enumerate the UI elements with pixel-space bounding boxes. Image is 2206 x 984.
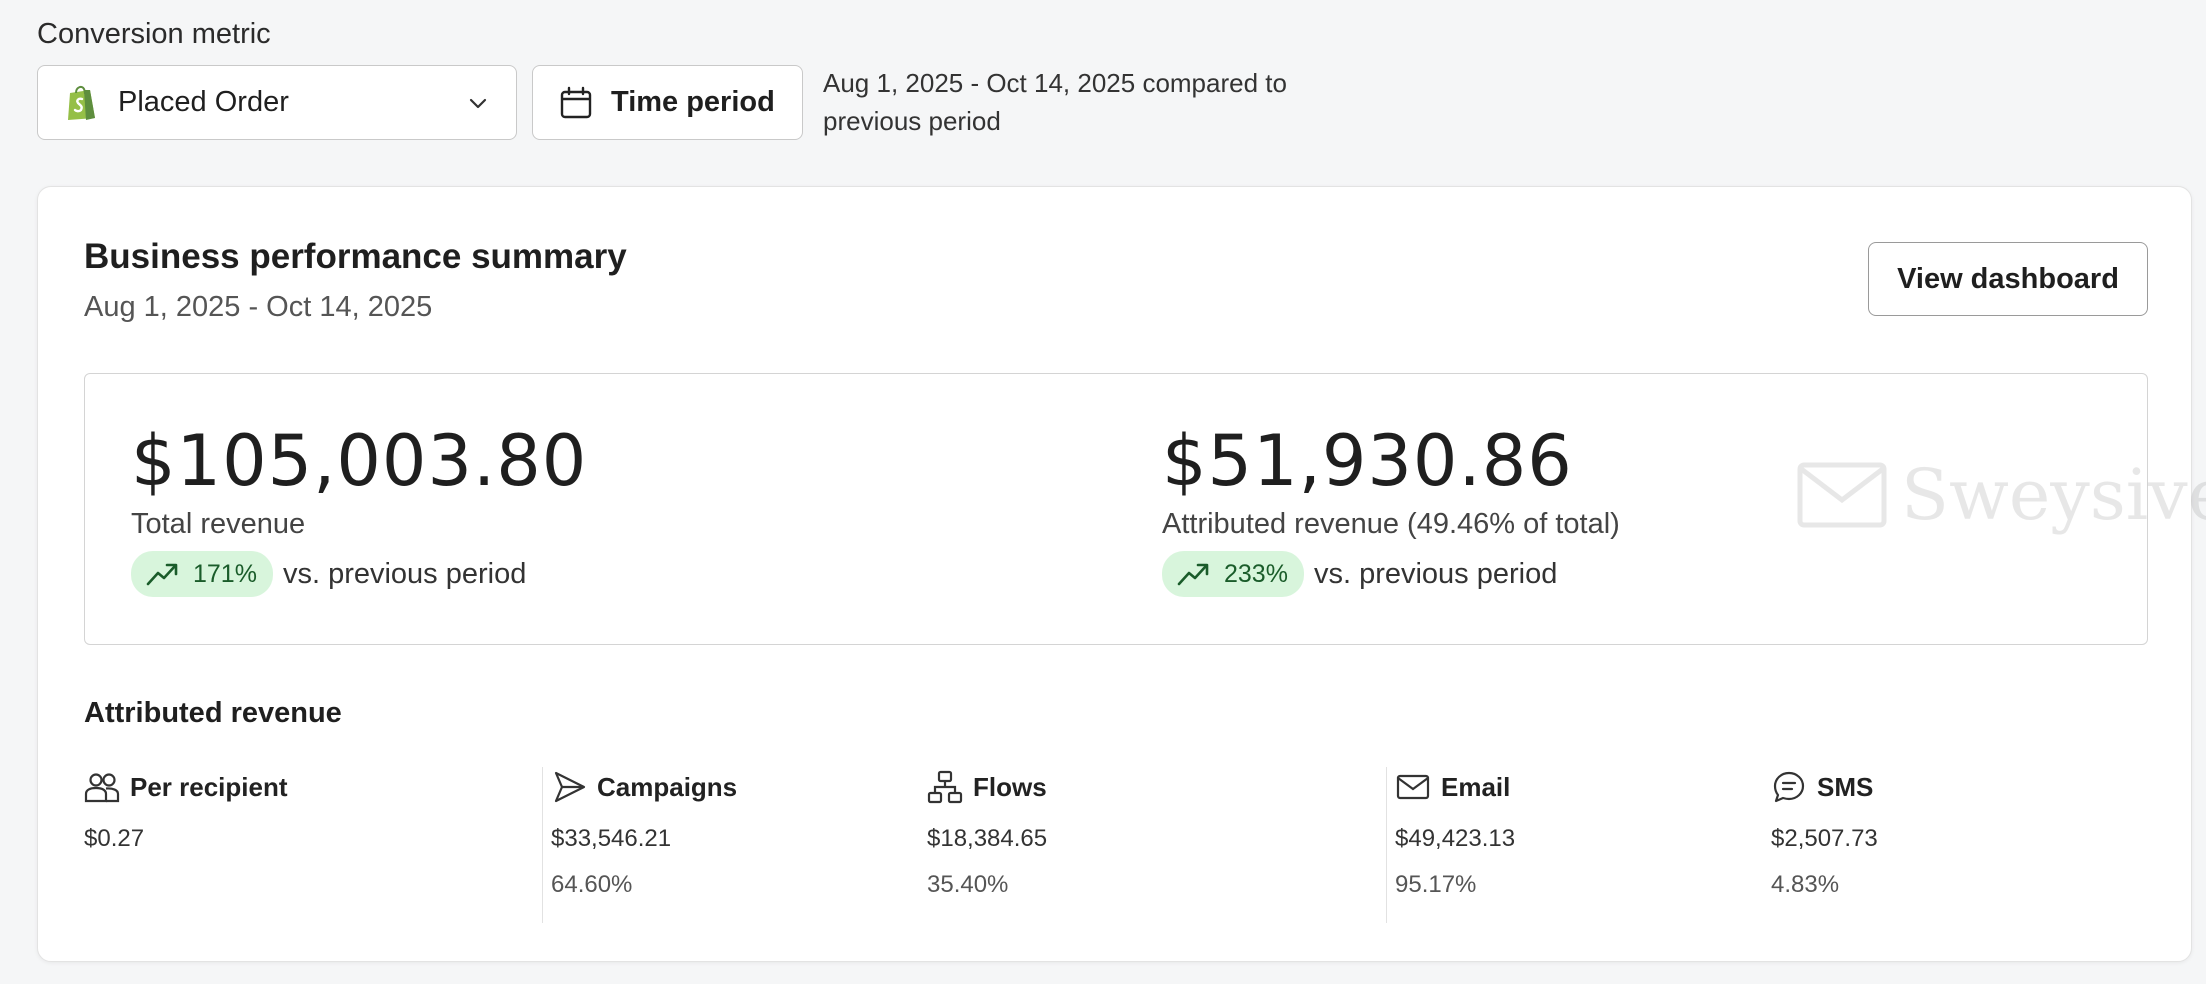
trend-compare-text: vs. previous period bbox=[282, 557, 527, 590]
attributed-revenue-title: Attributed revenue bbox=[84, 697, 342, 729]
stat-flows: Flows $18,384.65 35.40% bbox=[927, 767, 1047, 923]
stat-value: $49,423.13 bbox=[1395, 825, 1516, 852]
trend-badge: 171% bbox=[131, 551, 273, 597]
stat-share: 35.40% bbox=[927, 871, 1009, 898]
conversion-metric-value: Placed Order bbox=[118, 86, 289, 118]
trend-badge: 233% bbox=[1162, 551, 1304, 597]
total-revenue-kpi: $105,003.80 Total revenue 171% vs. previ… bbox=[131, 420, 587, 597]
users-icon bbox=[84, 769, 120, 805]
card-date-range: Aug 1, 2025 - Oct 14, 2025 bbox=[84, 291, 433, 323]
stat-value: $33,546.21 bbox=[551, 825, 672, 852]
envelope-icon bbox=[1797, 462, 1887, 528]
stat-divider bbox=[542, 767, 543, 923]
stat-value: $0.27 bbox=[84, 825, 145, 852]
shopify-icon bbox=[64, 84, 98, 122]
stat-name: Flows bbox=[973, 771, 1047, 802]
send-icon bbox=[551, 769, 587, 805]
stat-share: 64.60% bbox=[551, 871, 633, 898]
stat-value: $2,507.73 bbox=[1771, 825, 1878, 852]
chevron-down-icon bbox=[466, 91, 490, 115]
conversion-metric-select[interactable]: Placed Order bbox=[37, 65, 517, 140]
stat-campaigns: Campaigns $33,546.21 64.60% bbox=[551, 767, 737, 923]
stat-per-recipient: Per recipient $0.27 bbox=[84, 767, 288, 923]
attributed-stats: Per recipient $0.27 Campaigns $33,546.21… bbox=[84, 767, 2148, 927]
stat-share: 95.17% bbox=[1395, 871, 1477, 898]
watermark-logo: Sweysive bbox=[1797, 454, 2206, 536]
kpi-box: $105,003.80 Total revenue 171% vs. previ… bbox=[84, 373, 2206, 645]
total-revenue-label: Total revenue bbox=[131, 508, 306, 540]
card-title: Business performance summary bbox=[84, 237, 627, 276]
attributed-revenue-trend: 233% vs. previous period bbox=[1162, 551, 1620, 597]
trend-compare-text: vs. previous period bbox=[1313, 557, 1558, 590]
stat-name: Per recipient bbox=[130, 771, 288, 802]
attributed-revenue-label: Attributed revenue (49.46% of total) bbox=[1162, 508, 1620, 540]
chat-icon bbox=[1771, 769, 1807, 805]
stat-value: $18,384.65 bbox=[927, 825, 1048, 852]
stat-sms: SMS $2,507.73 4.83% bbox=[1771, 767, 1878, 923]
stat-name: Campaigns bbox=[597, 771, 738, 802]
conversion-metric-label: Conversion metric bbox=[37, 18, 271, 50]
trend-up-icon bbox=[1176, 560, 1210, 588]
total-revenue-value: $105,003.80 bbox=[131, 420, 588, 502]
time-period-label: Time period bbox=[611, 86, 775, 118]
trend-percent: 171% bbox=[193, 559, 257, 588]
stat-email: Email $49,423.13 95.17% bbox=[1395, 767, 1515, 923]
mail-icon bbox=[1395, 769, 1431, 805]
comparison-range-text: Aug 1, 2025 - Oct 14, 2025 compared to p… bbox=[823, 68, 1287, 136]
watermark-text: Sweysive bbox=[1901, 454, 2206, 536]
stat-divider bbox=[1386, 767, 1387, 923]
business-performance-card: Business performance summary Aug 1, 2025… bbox=[37, 186, 2206, 962]
attributed-revenue-kpi: $51,930.86 Attributed revenue (49.46% of… bbox=[1162, 420, 1620, 597]
time-period-button[interactable]: Time period bbox=[532, 65, 803, 140]
trend-up-icon bbox=[145, 560, 179, 588]
stat-name: SMS bbox=[1817, 771, 1874, 802]
total-revenue-trend: 171% vs. previous period bbox=[131, 551, 587, 597]
stat-name: Email bbox=[1441, 771, 1511, 802]
calendar-icon bbox=[559, 86, 593, 120]
view-dashboard-button[interactable]: View dashboard bbox=[1868, 242, 2148, 316]
flow-icon bbox=[927, 769, 963, 805]
stat-share: 4.83% bbox=[1771, 871, 1840, 898]
attributed-revenue-value: $51,930.86 bbox=[1162, 420, 1573, 502]
trend-percent: 233% bbox=[1224, 559, 1288, 588]
